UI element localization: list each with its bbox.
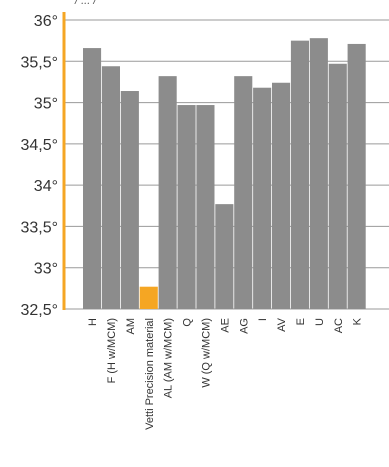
x-tick-label: AE — [219, 318, 231, 333]
x-tick-label: H — [87, 318, 99, 326]
x-tick-label: U — [314, 318, 326, 326]
bar-ac — [328, 63, 347, 310]
y-tick-label: 32,5° — [20, 302, 58, 319]
x-tick-label: W (Q w/MCM) — [200, 318, 212, 388]
y-tick-label: 33,5° — [20, 219, 58, 236]
x-tick-label: F (H w/MCM) — [106, 318, 118, 383]
x-tick-label: AC — [333, 318, 345, 333]
bar-ae — [215, 204, 234, 309]
bar-w-q-w-mcm — [196, 105, 215, 309]
x-axis-ticks: H F (H w/MCM) AM Vetti Precision material AL… — [87, 317, 364, 430]
x-tick-label: E — [295, 318, 307, 325]
bar-am — [120, 91, 139, 309]
y-tick-label: 33° — [34, 261, 58, 278]
y-tick-label: 36° — [34, 13, 58, 30]
x-tick-label: K — [352, 317, 364, 325]
y-tick-label: 34,5° — [20, 137, 58, 154]
bar-i — [253, 87, 272, 309]
bar-vetti-precision-material — [139, 286, 158, 309]
x-tick-label: AV — [276, 317, 288, 332]
bar-q — [177, 105, 196, 309]
bar-k — [347, 43, 366, 310]
x-tick-label: I — [257, 318, 269, 321]
bar-av — [272, 82, 291, 309]
bar-f-h-w-mcm — [101, 66, 120, 310]
x-tick-label: Q — [182, 318, 194, 327]
top-cut-text: / ... / — [74, 0, 97, 7]
y-tick-label: 35,5° — [20, 54, 58, 71]
bar-al-am-w-mcm — [158, 76, 177, 309]
bar-ag — [234, 76, 253, 309]
bar-u — [309, 38, 328, 310]
bars — [83, 38, 366, 310]
bar-e — [290, 40, 309, 310]
x-tick-label: AG — [238, 318, 250, 334]
x-tick-label: AL (AM w/MCM) — [163, 318, 175, 398]
x-tick-label: Vetti Precision material — [144, 318, 156, 430]
y-tick-label: 34° — [34, 178, 58, 195]
bar-h — [83, 48, 102, 310]
x-tick-label: AM — [125, 318, 137, 335]
y-tick-label: 35° — [34, 96, 58, 113]
y-axis-ticks: 36° 35,5° 35° 34,5° 34° 33,5° 33° 32,5° — [20, 13, 58, 319]
